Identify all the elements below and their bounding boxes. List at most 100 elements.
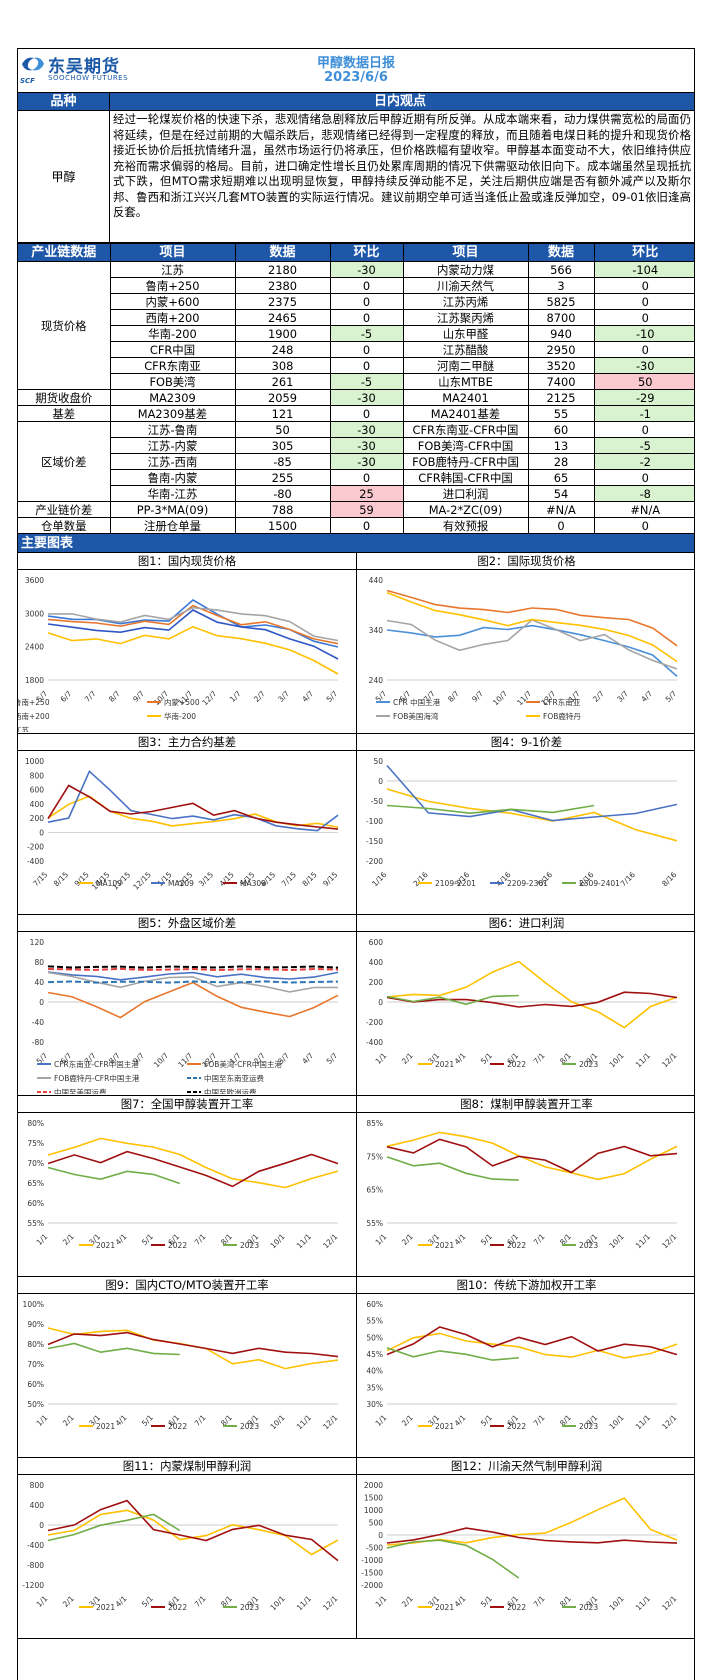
x-tick-label: 10/1 xyxy=(268,1232,286,1250)
y-tick-label: -80 xyxy=(32,1038,44,1047)
x-tick-label: 10/1 xyxy=(268,1594,286,1612)
item-value: 8700 xyxy=(527,309,595,326)
chart-title: 图7：全国甲醇装置开工率 xyxy=(18,1096,356,1113)
legend-label: 2021 xyxy=(96,1241,115,1250)
header-cell: 数据 xyxy=(527,243,595,262)
y-tick-label: 40 xyxy=(34,978,44,987)
series-line xyxy=(47,980,339,984)
company-name: 东吴期货 xyxy=(48,57,120,77)
chart-panel: 图1：国内现货价格 3600 3000 2400 1800 5/7 6/7 7/7 8/7 9/7… xyxy=(18,553,357,734)
item-value: 28 xyxy=(527,453,595,470)
series-line xyxy=(386,1539,520,1579)
x-tick-label: 12/1 xyxy=(321,1594,339,1612)
item-value: 940 xyxy=(527,325,595,342)
legend-label: 2021 xyxy=(435,1422,454,1431)
item-value: 3520 xyxy=(527,357,595,374)
x-tick-label: 4/15 xyxy=(218,870,236,888)
x-tick-label: 4/1 xyxy=(114,1232,129,1247)
x-tick-label: 11/1 xyxy=(634,1413,652,1431)
legend-label: FOB鹿特丹-CFR中国主港 xyxy=(54,1073,140,1083)
series-line xyxy=(47,981,339,1019)
item-change: -30 xyxy=(329,437,404,454)
x-tick-label: 1/1 xyxy=(374,1594,389,1609)
x-tick-label: 10/7 xyxy=(152,1051,170,1069)
item-change: 0 xyxy=(329,341,404,358)
item-name: 江苏聚丙烯 xyxy=(402,309,529,326)
y-tick-label: -800 xyxy=(27,1561,44,1570)
legend-label: MA309 xyxy=(240,879,266,888)
y-tick-label: 200 xyxy=(369,978,384,987)
legend-label: 西南+200 xyxy=(18,711,50,721)
series-line xyxy=(386,624,678,678)
legend-label: 2022 xyxy=(507,1603,526,1612)
item-value: 2375 xyxy=(234,293,331,310)
series-line xyxy=(47,625,339,675)
logo-mark: SCF xyxy=(20,77,35,85)
legend-label: MA109 xyxy=(96,879,122,888)
item-name: 鲁南-内蒙 xyxy=(110,469,236,486)
series-line xyxy=(47,795,339,828)
y-tick-label: -400 xyxy=(27,857,44,866)
x-tick-label: 9/15 xyxy=(321,870,339,888)
y-tick-label: 50% xyxy=(366,1333,383,1342)
table-row: 期货收盘价 MA2309 2059 -30 MA2401 2125 -29 xyxy=(18,389,694,406)
series-line xyxy=(47,1342,180,1356)
charts-section-title: 主要图表 xyxy=(18,534,694,553)
table-row: 仓单数量 注册仓单量 1500 0 有效预报 0 0 xyxy=(18,517,694,534)
x-tick-label: 7/16 xyxy=(619,870,637,888)
table-row: 江苏-内蒙 305 -30 FOB美湾-CFR中国 13 -5 xyxy=(18,437,694,454)
header-cell: 项目 xyxy=(109,243,236,262)
item-value: 2125 xyxy=(527,389,595,406)
series-line xyxy=(386,618,678,670)
legend-label: FOB美湾-CFR中国主港 xyxy=(204,1059,282,1069)
x-tick-label: 4/1 xyxy=(453,1051,468,1066)
item-change: -8 xyxy=(593,485,694,502)
item-value: 0 xyxy=(527,517,595,534)
y-tick-label: -100 xyxy=(366,817,383,826)
item-change: 0 xyxy=(593,517,694,534)
y-tick-label: 440 xyxy=(369,576,384,585)
report-title: 甲醇数据日报 xyxy=(316,56,395,71)
legend-label: 2021 xyxy=(96,1603,115,1612)
view-header: 品种 日内观点 xyxy=(18,93,694,111)
chart-panel: 图7：全国甲醇装置开工率 80% 75% 70% 65% 60% 55% 1/1 2/1 3/1 4… xyxy=(18,1096,357,1277)
table-header-row: 产业链数据 项目 数据 环比 项目 数据 环比 xyxy=(18,243,694,262)
item-value: 788 xyxy=(234,501,331,518)
daily-view: 甲醇 经过一轮煤炭价格的快速下杀，悲观情绪急剧释放后甲醇近期有所反弹。从成本端来… xyxy=(18,111,694,243)
series-line xyxy=(47,965,339,969)
y-tick-label: 1000 xyxy=(25,757,44,766)
item-name: 山东MTBE xyxy=(402,373,529,390)
table-row: 现货价格 江苏 2180 -30 内蒙动力煤 566 -104 xyxy=(18,261,694,390)
x-tick-label: 11/1 xyxy=(295,1232,313,1250)
legend-label: CFR东南亚-CFR中国主港 xyxy=(54,1059,139,1069)
x-tick-label: 8/15 xyxy=(300,870,318,888)
item-name: 注册仓单量 xyxy=(109,517,236,534)
x-tick-label: 10/7 xyxy=(491,689,509,707)
item-value: 308 xyxy=(234,357,331,374)
x-tick-label: 7/7 xyxy=(83,689,98,704)
item-name: CFR韩国-CFR中国 xyxy=(402,469,529,486)
series-line xyxy=(386,764,678,822)
item-name: 鲁南+250 xyxy=(110,277,236,294)
chart-title: 图6：进口利润 xyxy=(357,915,694,932)
chart-title: 图8：煤制甲醇装置开工率 xyxy=(357,1096,694,1113)
x-tick-label: 11/1 xyxy=(634,1594,652,1612)
item-name: 江苏-内蒙 xyxy=(110,437,236,454)
series-line xyxy=(47,609,339,660)
y-tick-label: -50 xyxy=(371,797,383,806)
item-name: 西南+200 xyxy=(110,309,236,326)
item-change: 0 xyxy=(593,421,694,438)
y-tick-label: 240 xyxy=(369,676,384,685)
y-tick-label: 60% xyxy=(27,1380,44,1389)
x-tick-label: 10/1 xyxy=(607,1594,625,1612)
table-row: 华南-江苏 -80 25 进口利润 54 -8 xyxy=(18,485,694,502)
item-change: -10 xyxy=(593,325,694,342)
table-row: CFR东南亚 308 0 河南二甲醚 3520 -30 xyxy=(18,357,694,374)
legend-label: 2309-2401 xyxy=(579,879,620,888)
chart-panel: 图10：传统下游加权开工率 60% 55% 50% 45% 40% 35% 30% 1/1 2/1… xyxy=(357,1277,694,1458)
x-tick-label: 2/7 xyxy=(252,689,267,704)
legend-label: 江苏 xyxy=(18,725,29,732)
y-tick-label: 800 xyxy=(30,771,45,780)
item-change: -1 xyxy=(593,405,694,422)
